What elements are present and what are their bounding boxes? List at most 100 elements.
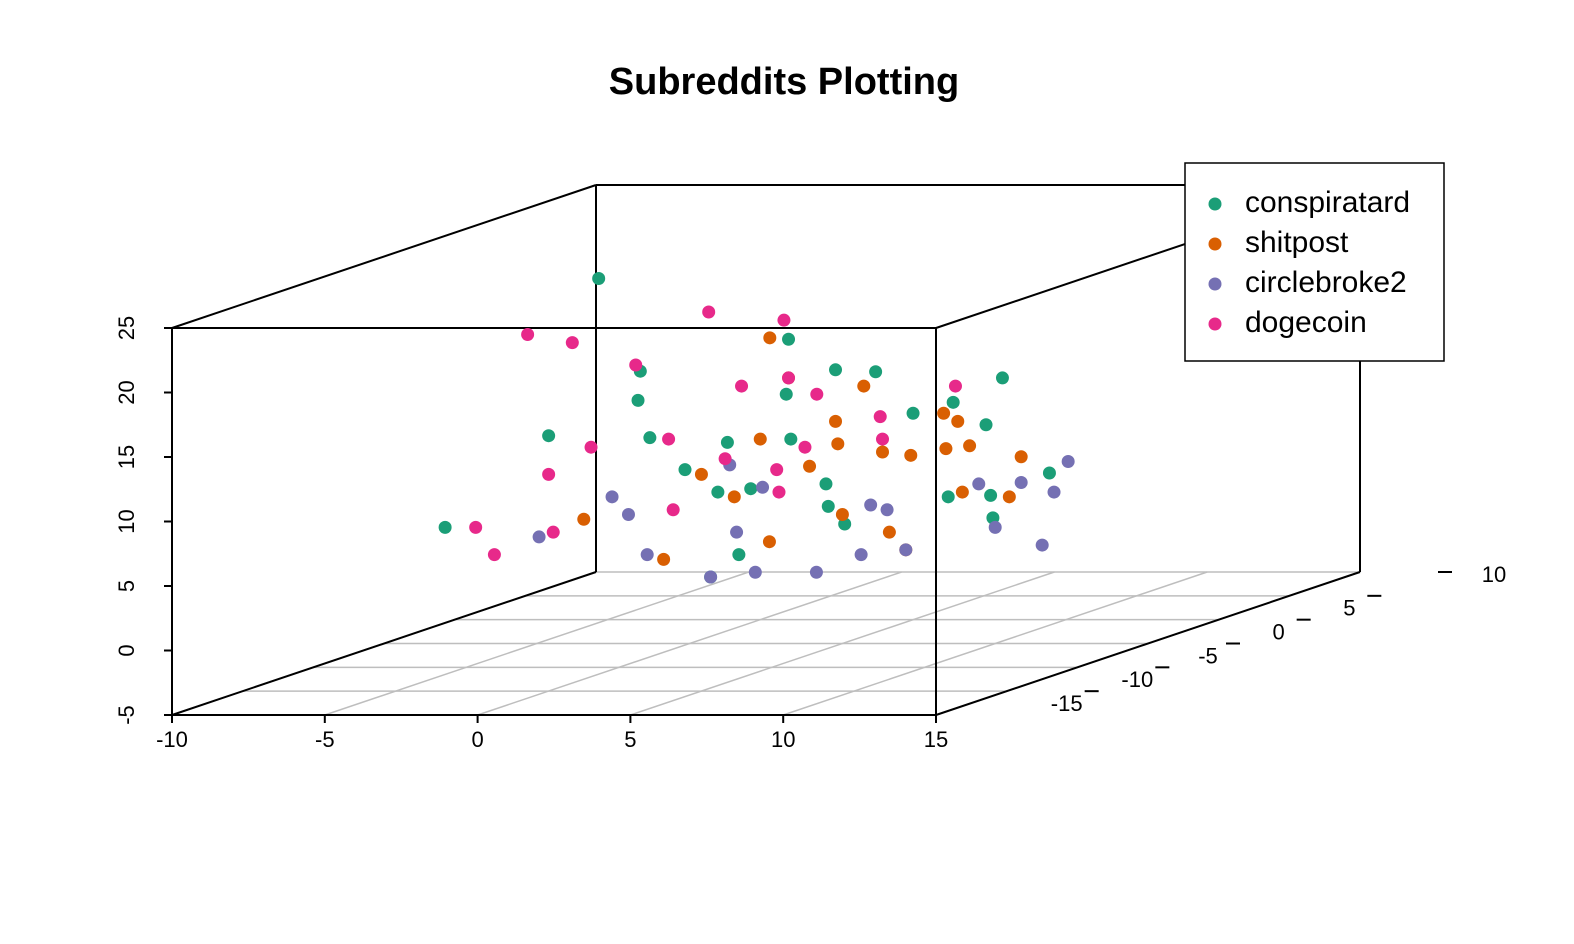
legend-marker [1208, 277, 1222, 291]
point [810, 387, 824, 401]
point [694, 467, 708, 481]
point [831, 437, 845, 451]
point [487, 548, 501, 562]
point [772, 485, 786, 499]
point [941, 490, 955, 504]
z-tick-label: 10 [114, 509, 139, 533]
z-tick-label: 25 [114, 316, 139, 340]
point [666, 503, 680, 517]
point [876, 445, 890, 459]
point [727, 490, 741, 504]
point [821, 499, 835, 513]
point [819, 477, 833, 491]
y-tick-label: -15 [1051, 691, 1083, 716]
point [546, 525, 560, 539]
point [577, 512, 591, 526]
z-tick-label: 20 [114, 380, 139, 404]
point [880, 503, 894, 517]
legend-label: shitpost [1245, 226, 1349, 259]
legend-label: circlebroke2 [1245, 266, 1407, 299]
axis-line [935, 571, 1361, 716]
x-tick-label: 10 [771, 727, 795, 752]
point [592, 271, 606, 285]
axis-line [171, 571, 597, 716]
point [662, 432, 676, 446]
point [777, 313, 791, 327]
point [988, 520, 1002, 534]
point [643, 431, 657, 445]
legend-box [1184, 162, 1445, 362]
point [972, 477, 986, 491]
axis-line [171, 184, 597, 329]
point [1014, 450, 1028, 464]
point [678, 463, 692, 477]
point [829, 363, 843, 377]
point [711, 485, 725, 499]
point [779, 387, 793, 401]
x-tick-label: 5 [624, 727, 636, 752]
point [730, 525, 744, 539]
legend-marker [1208, 197, 1222, 211]
point [906, 406, 920, 420]
point [629, 358, 643, 372]
point [704, 570, 718, 584]
point [951, 414, 965, 428]
point [854, 548, 868, 562]
point [744, 482, 758, 496]
point [702, 305, 716, 319]
point [939, 442, 953, 456]
point [735, 379, 749, 393]
point [521, 327, 535, 341]
point [748, 565, 762, 579]
point [835, 508, 849, 521]
point [1042, 466, 1056, 480]
point [605, 490, 619, 504]
x-tick-label: -10 [156, 727, 188, 752]
point [1002, 490, 1016, 504]
point [762, 535, 776, 549]
point [876, 432, 890, 446]
point [1047, 485, 1061, 499]
point [809, 565, 823, 579]
point [469, 520, 483, 534]
point [857, 379, 871, 393]
x-tick-label: 0 [471, 727, 483, 752]
point [869, 365, 883, 379]
point [542, 429, 556, 443]
legend-label: dogecoin [1245, 306, 1367, 339]
point [756, 480, 770, 494]
z-tick-label: 5 [114, 580, 139, 592]
point [657, 552, 671, 566]
point [1035, 538, 1049, 552]
point [937, 406, 951, 420]
z-tick-label: 15 [114, 445, 139, 469]
point [584, 440, 598, 454]
point [542, 467, 556, 481]
z-tick-label: 0 [114, 644, 139, 656]
y-tick-label: 10 [1482, 562, 1506, 587]
x-tick-label: -5 [315, 727, 335, 752]
point [718, 452, 732, 466]
x-tick-label: 15 [924, 727, 948, 752]
point [1061, 455, 1075, 468]
point [732, 548, 746, 562]
point [899, 543, 913, 557]
point [946, 395, 960, 409]
y-tick-label: -10 [1121, 667, 1153, 692]
point [829, 414, 843, 428]
legend-marker [1208, 237, 1222, 251]
point [798, 440, 812, 454]
point [532, 530, 546, 544]
point [948, 379, 962, 393]
point [631, 393, 645, 407]
point [784, 432, 798, 446]
point [979, 418, 993, 432]
z-tick-label: -5 [114, 705, 139, 725]
point [770, 463, 784, 477]
point [882, 525, 896, 539]
point [720, 435, 734, 449]
point [864, 498, 878, 512]
legend-label: conspiratard [1245, 186, 1410, 219]
point [640, 548, 654, 562]
